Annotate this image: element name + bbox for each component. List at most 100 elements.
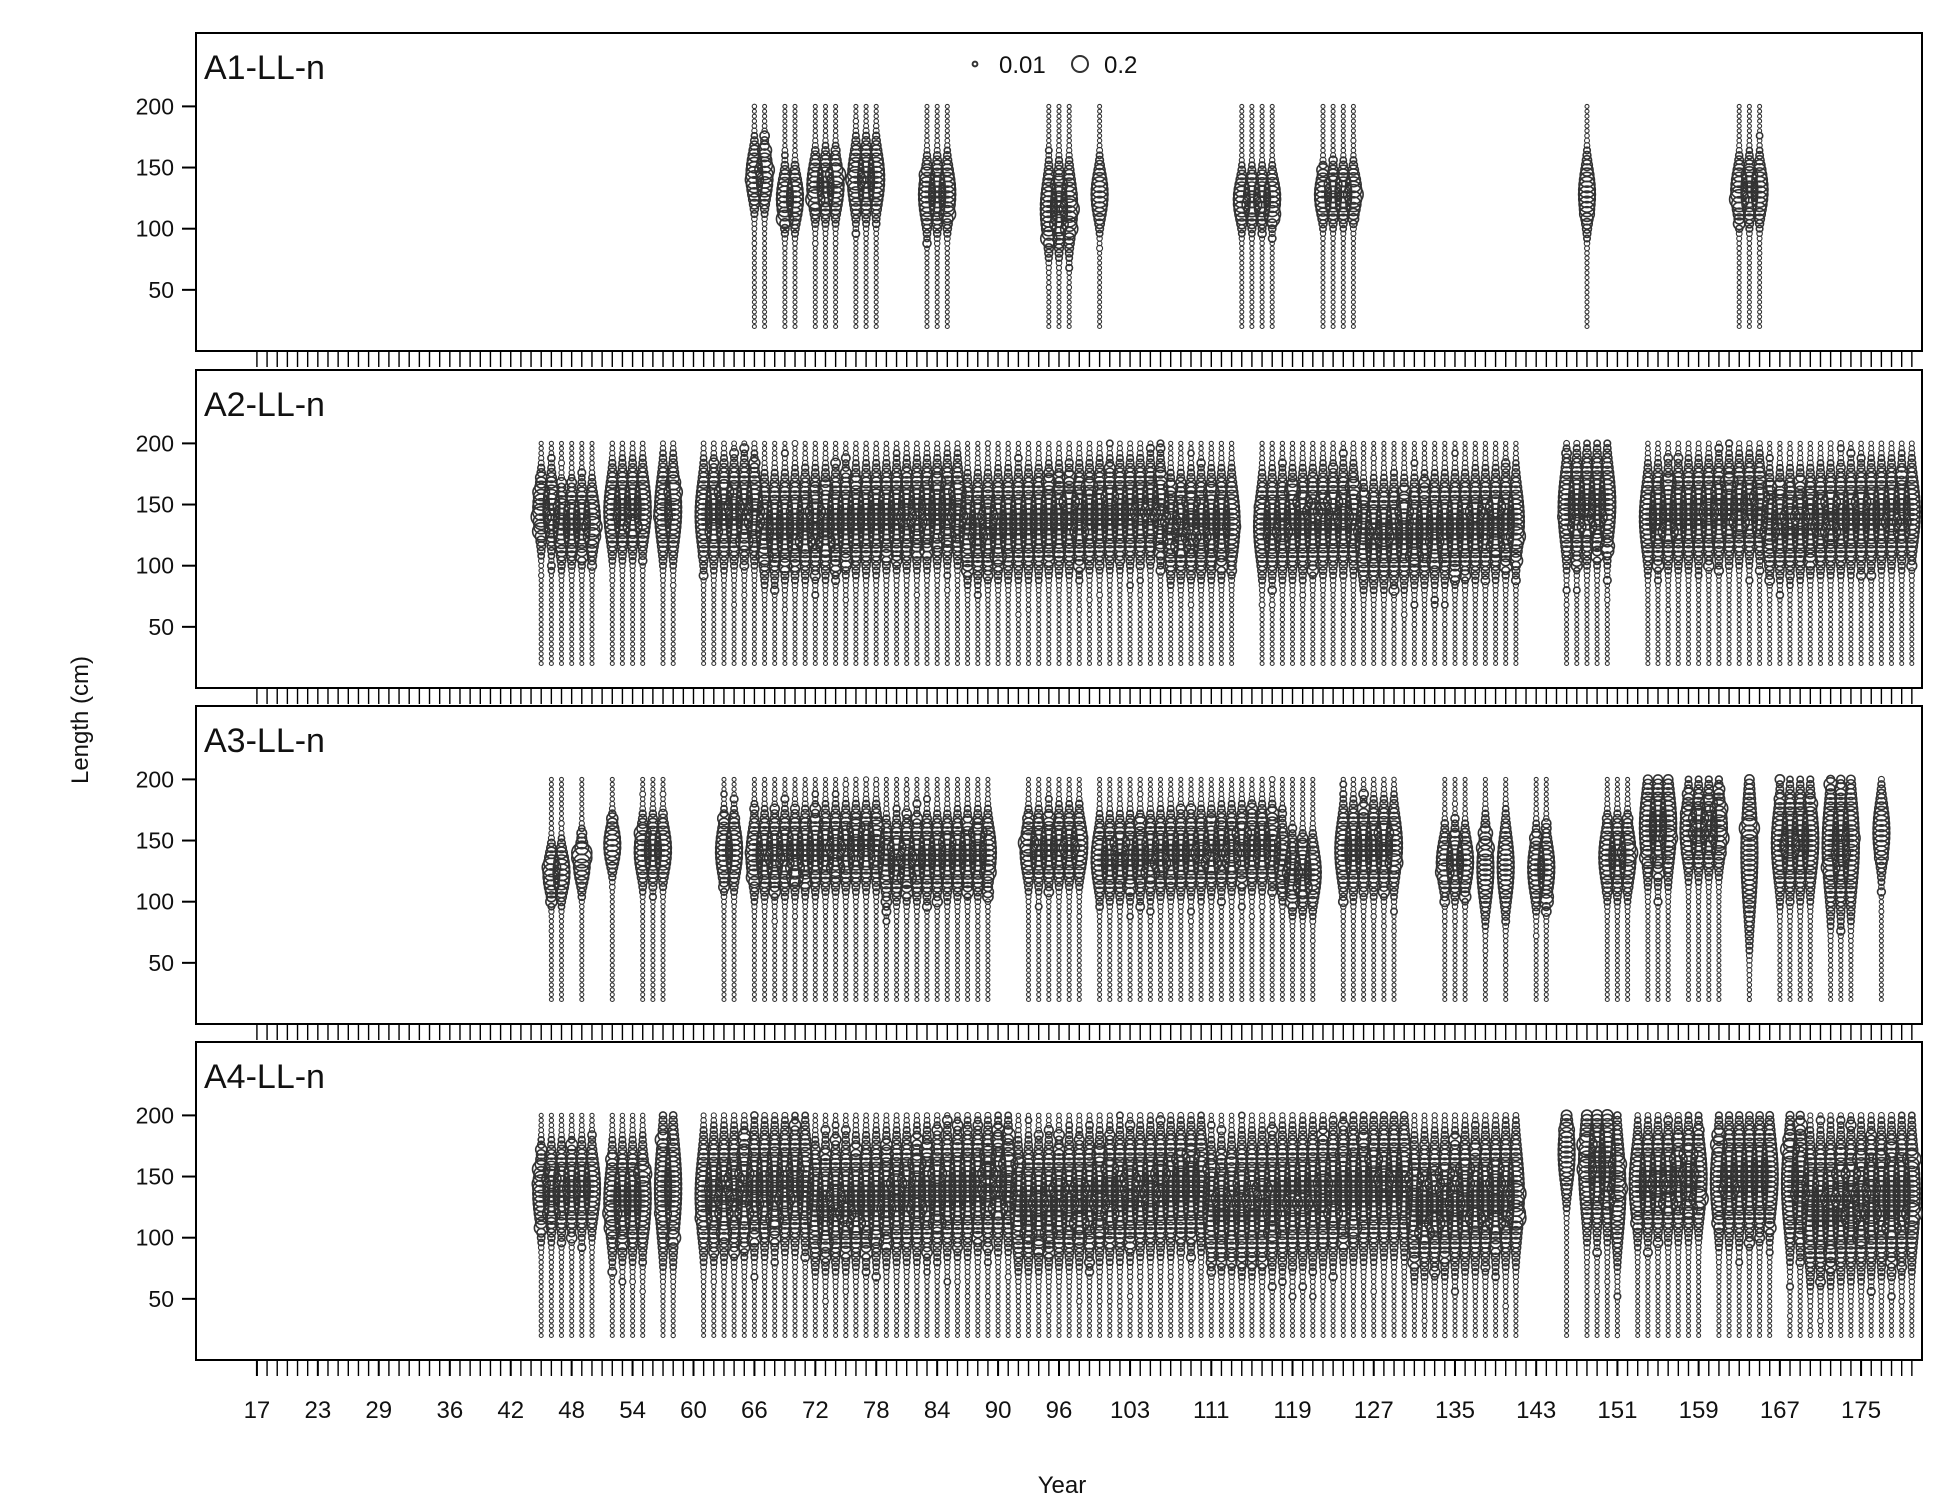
bubble-point (623, 497, 642, 517)
bubble-point (1044, 146, 1053, 155)
bubble-point (833, 255, 839, 261)
bubble-point (826, 185, 845, 204)
bubble-point (772, 621, 778, 627)
bubble-point (1320, 636, 1326, 642)
bubble-point (617, 462, 628, 473)
bubble-point (751, 284, 757, 290)
bubble-point (1259, 284, 1265, 290)
bubble-point (548, 660, 554, 667)
bubble-point (782, 142, 788, 149)
bubble-point (1320, 103, 1326, 109)
bubble-point (721, 612, 727, 618)
bubble-point (709, 561, 719, 571)
bubble-point (1218, 616, 1224, 623)
bubble-point (1319, 156, 1327, 164)
bubble-point (812, 255, 818, 261)
bubble-point (670, 616, 676, 623)
bubble-point (1259, 299, 1265, 305)
bubble-point (1137, 631, 1143, 637)
bubble-point (894, 631, 900, 637)
bubble-point (822, 265, 829, 271)
bubble-point (853, 255, 859, 261)
bubble-point (932, 229, 942, 238)
bubble-point (985, 631, 991, 637)
bubble-point (548, 597, 554, 603)
bubble-point (1239, 289, 1245, 295)
bubble-point (1198, 450, 1204, 457)
bubble-point (762, 651, 768, 657)
bubble-point (1066, 304, 1072, 310)
bubble-point (792, 255, 798, 261)
bubble-point (1736, 108, 1742, 114)
bubble-point (762, 279, 768, 286)
bubble-point (1253, 195, 1272, 214)
bubble-point (914, 607, 920, 613)
bubble-point (1330, 113, 1336, 119)
bubble-point (1584, 128, 1590, 134)
bubble-point (1340, 587, 1347, 594)
bubble-point (782, 265, 788, 271)
bubble-point (1300, 626, 1306, 632)
bubble-point (893, 587, 900, 593)
bubble-point (1300, 651, 1306, 657)
bubble-point (1117, 660, 1123, 667)
bubble-point (1229, 646, 1235, 652)
bubble-point (1178, 597, 1184, 603)
bubble-point (1178, 631, 1184, 637)
bubble-point (589, 577, 595, 584)
bubble-point (569, 656, 575, 662)
bubble-point (985, 450, 991, 456)
bubble-point (1015, 597, 1022, 603)
bubble-point (812, 314, 818, 320)
bubble-point (1178, 602, 1184, 608)
bubble-point (782, 626, 788, 632)
bubble-point (1757, 103, 1763, 109)
bubble-point (603, 507, 622, 526)
bubble-point (1157, 641, 1164, 647)
bubble-point (1279, 612, 1285, 618)
bubble-point (1046, 274, 1052, 281)
bubble-point (1289, 445, 1296, 452)
bubble-point (1330, 641, 1336, 647)
bubble-point (1746, 123, 1752, 129)
bubble-point (569, 612, 575, 618)
bubble-point (802, 641, 808, 647)
bubble-point (1096, 133, 1103, 139)
bubble-point (619, 607, 625, 613)
bubble-point (1147, 631, 1153, 637)
bubble-point (853, 289, 859, 295)
bubble-point (873, 445, 880, 452)
bubble-point (934, 260, 940, 266)
bubble-point (1269, 289, 1275, 295)
bubble-point (821, 141, 830, 150)
bubble-point (1097, 128, 1103, 134)
bubble-point (929, 171, 946, 188)
bubble-point (1228, 440, 1235, 447)
bubble-point (1584, 319, 1590, 325)
bubble-point (1168, 445, 1174, 451)
bubble-point (654, 518, 672, 536)
bubble-point (853, 616, 859, 623)
bubble-point (1330, 621, 1336, 627)
bubble-point (619, 440, 626, 447)
bubble-point (904, 621, 910, 627)
bubble-point (670, 592, 676, 598)
bubble-point (1584, 299, 1590, 305)
bubble-point (1310, 602, 1316, 608)
bubble-point (1097, 270, 1103, 276)
bubble-point (802, 636, 808, 642)
bubble-point (822, 651, 829, 657)
bubble-point (1330, 319, 1336, 325)
bubble-point (1269, 294, 1275, 300)
bubble-point (1044, 156, 1053, 165)
bubble-point (1360, 626, 1367, 633)
bubble-point (822, 616, 829, 623)
bubble-point (775, 190, 795, 209)
bubble-point (553, 503, 570, 521)
bubble-point (1300, 631, 1306, 637)
bubble-point (547, 463, 556, 473)
bubble-point (782, 275, 788, 281)
bubble-point (1147, 587, 1154, 593)
bubble-point (934, 137, 941, 144)
bubble-point (609, 572, 616, 579)
